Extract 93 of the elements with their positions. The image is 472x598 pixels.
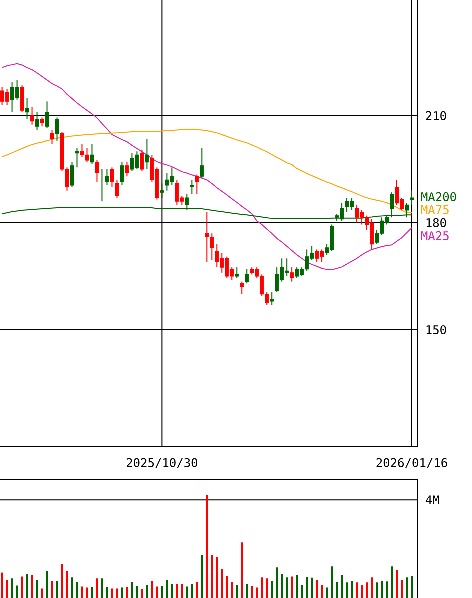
bar (181, 584, 184, 598)
bar (56, 581, 58, 598)
candlestick (195, 174, 200, 195)
bar (191, 584, 194, 598)
candlestick (110, 167, 114, 188)
bar (261, 578, 264, 598)
bar (136, 586, 138, 598)
bar (401, 580, 404, 598)
bar (221, 569, 224, 598)
bar (116, 588, 118, 598)
bar (166, 580, 168, 598)
series-label: MA200 (421, 192, 456, 202)
x-tick-label: 2026/01/16 (376, 458, 448, 468)
bar (411, 576, 413, 598)
candlestick (25, 98, 30, 120)
candlestick (145, 138, 150, 170)
bar (291, 576, 294, 598)
bar (81, 586, 84, 598)
bar (26, 574, 28, 598)
bar (61, 564, 64, 598)
candlestick (410, 190, 414, 206)
bar (211, 555, 214, 598)
bar (46, 571, 48, 598)
candlestick (140, 149, 144, 172)
bar (371, 578, 374, 598)
bar (356, 582, 358, 598)
bar (96, 578, 98, 598)
bar (201, 555, 204, 598)
bar (386, 582, 388, 598)
candlestick (200, 148, 204, 179)
bar (301, 585, 304, 598)
bar (6, 580, 8, 598)
bar (246, 584, 248, 598)
bar (151, 581, 154, 598)
candlestick (45, 101, 50, 129)
candlestick (30, 106, 34, 126)
bar (406, 578, 408, 598)
bar (241, 542, 244, 598)
candlestick (190, 180, 194, 195)
bar (236, 585, 238, 598)
bar (156, 586, 158, 598)
bar (326, 588, 328, 598)
bar (36, 580, 38, 598)
y-tick-label: 180 (426, 218, 446, 228)
candlestick (115, 180, 120, 198)
bar (76, 582, 78, 598)
candlestick (70, 162, 74, 188)
bar (41, 588, 44, 598)
candlestick (95, 160, 100, 182)
bar (296, 574, 298, 598)
bar (336, 582, 338, 598)
candlestick (240, 281, 244, 295)
candlestick (125, 162, 130, 178)
candlestick (50, 130, 54, 145)
candlestick (120, 162, 124, 186)
candlestick (245, 268, 250, 284)
candlestick (55, 117, 60, 142)
bar (376, 582, 378, 598)
bar (351, 581, 354, 598)
bar (331, 566, 334, 598)
y-tick-label: 150 (426, 325, 446, 335)
candlestick (90, 144, 94, 165)
candlestick (75, 148, 80, 168)
bar (126, 587, 128, 598)
candlestick (270, 292, 274, 306)
bar (321, 585, 324, 598)
candlestick (235, 267, 240, 279)
bar (316, 580, 318, 598)
x-tick-label: 2025/10/30 (126, 458, 198, 468)
candlestick (290, 267, 294, 282)
bar (276, 568, 278, 598)
bar (101, 578, 104, 598)
candlestick (35, 112, 40, 131)
bar (1, 572, 4, 598)
bar (146, 585, 148, 598)
bar (346, 582, 348, 598)
candlestick (160, 183, 164, 198)
bar (311, 578, 314, 598)
series-label: MA75 (421, 206, 449, 214)
bar (171, 584, 174, 598)
bar (121, 588, 124, 598)
bar (256, 588, 258, 598)
y-tick-label: 210 (426, 111, 446, 120)
series-label: MA25 (421, 231, 449, 240)
y-tick-label: 4M (426, 496, 440, 504)
bar (71, 578, 74, 598)
bar (226, 576, 228, 598)
candlestick (105, 168, 110, 186)
bar (21, 576, 24, 598)
bar (266, 578, 268, 598)
bar (366, 582, 368, 598)
candlestick (20, 85, 24, 113)
bar (381, 581, 384, 598)
